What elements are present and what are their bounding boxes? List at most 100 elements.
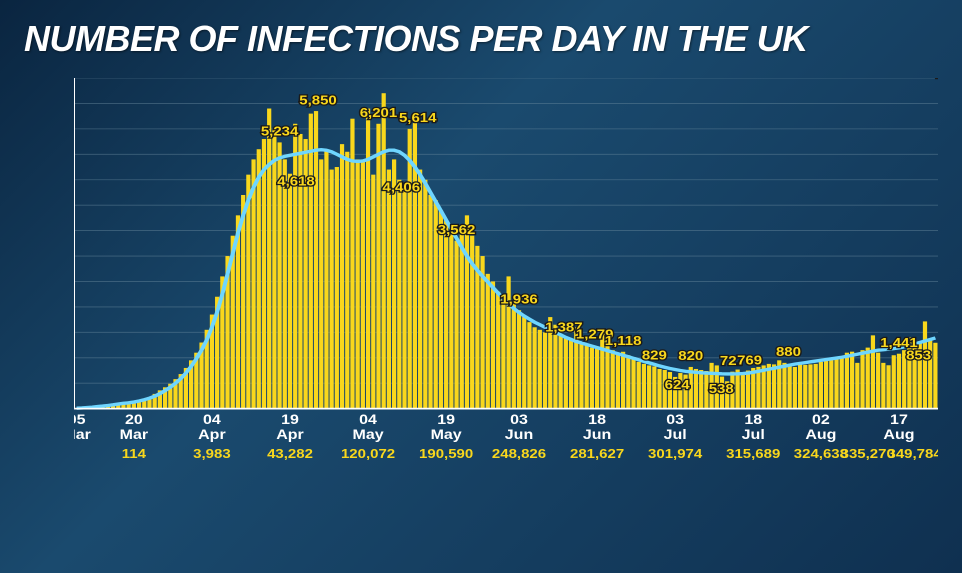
bar bbox=[376, 124, 380, 409]
bar bbox=[923, 321, 927, 408]
bar bbox=[657, 369, 661, 409]
x-axis-month: Jun bbox=[583, 428, 611, 443]
x-axis-day: 19 bbox=[437, 413, 455, 428]
bar bbox=[283, 159, 287, 408]
bar bbox=[257, 149, 261, 408]
bar bbox=[356, 159, 360, 408]
bar bbox=[642, 364, 646, 409]
bar bbox=[408, 129, 412, 409]
x-axis-day: 05 bbox=[74, 413, 86, 428]
bar bbox=[886, 365, 890, 408]
bar bbox=[428, 195, 432, 409]
total-value: 114 bbox=[122, 446, 146, 461]
bar bbox=[439, 210, 443, 408]
bar bbox=[595, 349, 599, 409]
data-callout: 538 bbox=[709, 381, 734, 396]
x-axis-day: 02 bbox=[812, 413, 830, 428]
bar bbox=[314, 111, 318, 409]
bar bbox=[402, 185, 406, 409]
bar bbox=[418, 170, 422, 409]
bar bbox=[626, 355, 630, 408]
bar bbox=[585, 344, 589, 409]
total-value: 43,282 bbox=[267, 446, 313, 461]
bar bbox=[262, 139, 266, 409]
bar bbox=[345, 152, 349, 409]
bar bbox=[819, 362, 823, 409]
x-axis-month: May bbox=[353, 428, 385, 443]
total-value: 349,784 bbox=[887, 446, 938, 461]
bar bbox=[834, 358, 838, 409]
bar bbox=[324, 149, 328, 408]
bar bbox=[803, 365, 807, 409]
bar bbox=[272, 129, 276, 409]
bar bbox=[449, 231, 453, 409]
bar bbox=[553, 325, 557, 409]
bar bbox=[637, 362, 641, 409]
bar bbox=[361, 162, 365, 409]
bar bbox=[465, 215, 469, 408]
bar bbox=[616, 353, 620, 409]
bar bbox=[741, 373, 745, 409]
data-callout: 1,715 bbox=[935, 78, 938, 81]
bar bbox=[397, 180, 401, 409]
bar bbox=[517, 310, 521, 408]
bar bbox=[533, 327, 537, 408]
bar bbox=[309, 114, 313, 409]
x-axis-month: Mar bbox=[120, 428, 149, 443]
bar bbox=[392, 159, 396, 408]
chart-plot: 5001,0001,5002,0002,5003,0003,5004,0004,… bbox=[74, 78, 938, 468]
bar bbox=[569, 340, 573, 409]
x-axis-month: Mar bbox=[74, 428, 91, 443]
x-axis-day: 03 bbox=[510, 413, 528, 428]
bar bbox=[522, 317, 526, 409]
bar bbox=[824, 360, 828, 408]
total-value: 190,590 bbox=[419, 446, 473, 461]
bar bbox=[876, 353, 880, 409]
total-value: 3,983 bbox=[193, 446, 231, 461]
x-axis-month: May bbox=[431, 428, 463, 443]
x-axis-month: Jul bbox=[742, 428, 765, 443]
x-axis-day: 03 bbox=[666, 413, 684, 428]
total-value: 248,826 bbox=[492, 446, 546, 461]
bar bbox=[319, 159, 323, 408]
bar bbox=[829, 359, 833, 409]
chart-title: NUMBER OF INFECTIONS PER DAY IN THE UK bbox=[0, 0, 962, 60]
bar bbox=[496, 292, 500, 409]
bar bbox=[330, 170, 334, 409]
bar bbox=[845, 353, 849, 409]
data-callout: 853 bbox=[906, 348, 931, 363]
total-value: 315,689 bbox=[726, 446, 780, 461]
bar bbox=[387, 170, 391, 409]
data-callout: 5,850 bbox=[299, 92, 337, 107]
bar bbox=[564, 338, 568, 409]
bar bbox=[251, 159, 255, 408]
bar bbox=[772, 364, 776, 408]
bar bbox=[371, 175, 375, 409]
bar bbox=[840, 357, 844, 409]
data-callout: 1,936 bbox=[500, 291, 538, 306]
bar bbox=[788, 364, 792, 409]
x-axis-day: 18 bbox=[744, 413, 762, 428]
bar bbox=[454, 241, 458, 409]
bar bbox=[782, 363, 786, 409]
data-callout: 5,614 bbox=[399, 110, 437, 125]
bar bbox=[699, 370, 703, 409]
bar bbox=[460, 227, 464, 408]
bar bbox=[850, 352, 854, 409]
bar bbox=[559, 335, 563, 409]
bar bbox=[366, 109, 370, 409]
bar bbox=[267, 109, 271, 409]
bar bbox=[486, 274, 490, 409]
total-value: 281,627 bbox=[570, 446, 624, 461]
data-callout: 624 bbox=[665, 377, 690, 392]
x-axis-day: 20 bbox=[125, 413, 143, 428]
bar bbox=[798, 363, 802, 409]
x-axis-month: Apr bbox=[276, 428, 304, 443]
bar bbox=[855, 363, 859, 409]
bar bbox=[512, 302, 516, 409]
bar bbox=[611, 350, 615, 409]
bar bbox=[335, 167, 339, 409]
bar bbox=[444, 220, 448, 408]
bar bbox=[694, 369, 698, 409]
data-callout: 820 bbox=[678, 348, 703, 363]
